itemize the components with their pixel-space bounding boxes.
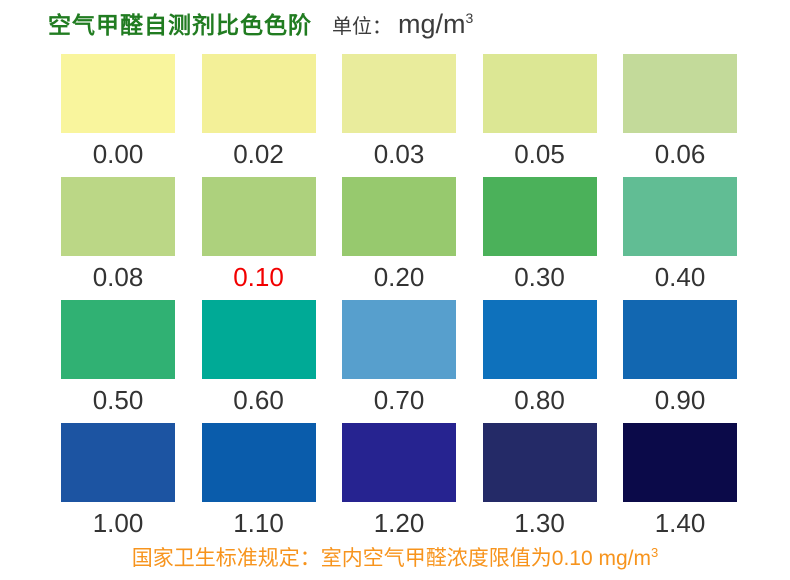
color-row-1: 0.00 0.02 0.03 0.05 0.06 (61, 54, 737, 177)
color-swatch (201, 300, 316, 379)
concentration-label: 0.50 (92, 385, 144, 415)
color-swatch (623, 423, 737, 502)
color-swatch (342, 54, 456, 133)
concentration-label: 0.05 (514, 139, 565, 169)
concentration-label: 0.00 (92, 139, 144, 169)
color-cell: 0.80 (482, 300, 597, 423)
concentration-label-limit: 0.10 (233, 262, 284, 292)
color-cell: 1.30 (482, 423, 597, 546)
color-swatch (201, 423, 316, 502)
color-swatch (201, 54, 316, 133)
unit-caption: 单位： (332, 16, 392, 38)
color-swatch (61, 54, 175, 133)
page-title: 空气甲醛自测剂比色色阶 (48, 12, 312, 38)
color-row-2: 0.08 0.10 0.20 0.30 0.40 (61, 177, 737, 300)
unit-value: mg/m3 (398, 9, 473, 40)
unit-exponent: 3 (465, 10, 474, 26)
color-cell: 0.70 (342, 300, 456, 423)
color-swatch (482, 423, 597, 502)
concentration-label: 1.10 (233, 508, 284, 538)
color-cell: 0.10 (201, 177, 316, 300)
color-swatch (482, 54, 597, 133)
concentration-label: 0.30 (514, 262, 565, 292)
concentration-label: 1.00 (92, 508, 144, 538)
color-cell: 0.08 (61, 177, 175, 300)
concentration-label: 0.03 (373, 139, 425, 169)
color-cell: 0.90 (623, 300, 737, 423)
color-row-3: 0.50 0.60 0.70 0.80 0.90 (61, 300, 737, 423)
color-cell: 0.00 (61, 54, 175, 177)
page-header: 空气甲醛自测剂比色色阶 单位： mg/m3 (48, 6, 473, 40)
color-row-4: 1.00 1.10 1.20 1.30 1.40 (61, 423, 737, 546)
concentration-label: 0.80 (514, 385, 565, 415)
national-standard-note: 国家卫生标准规定：室内空气甲醛浓度限值为0.10 mg/m3 (0, 542, 790, 572)
concentration-label: 0.02 (233, 139, 284, 169)
concentration-label: 1.30 (514, 508, 565, 538)
note-text: 国家卫生标准规定：室内空气甲醛浓度限值为0.10 mg/m (131, 547, 651, 570)
note-exponent: 3 (650, 545, 659, 560)
concentration-label: 0.70 (373, 385, 425, 415)
color-cell: 0.03 (342, 54, 456, 177)
color-cell: 0.50 (61, 300, 175, 423)
color-swatch (342, 423, 456, 502)
color-swatch (623, 300, 737, 379)
color-cell: 0.60 (201, 300, 316, 423)
color-cell: 0.30 (482, 177, 597, 300)
color-cell: 1.00 (61, 423, 175, 546)
color-cell: 0.20 (342, 177, 456, 300)
color-cell: 0.05 (482, 54, 597, 177)
unit-value-text: mg/m (398, 9, 466, 39)
concentration-label: 0.08 (92, 262, 144, 292)
concentration-label: 0.40 (654, 262, 706, 292)
color-cell: 1.10 (201, 423, 316, 546)
concentration-label: 0.60 (233, 385, 284, 415)
color-swatch (482, 300, 597, 379)
color-cell: 0.40 (623, 177, 737, 300)
color-cell: 0.02 (201, 54, 316, 177)
concentration-label: 1.40 (654, 508, 706, 538)
color-swatch (61, 300, 175, 379)
concentration-label: 0.20 (373, 262, 425, 292)
color-cell: 1.20 (342, 423, 456, 546)
color-swatch (342, 177, 456, 256)
color-cell: 1.40 (623, 423, 737, 546)
color-swatch (61, 423, 175, 502)
color-swatch (61, 177, 175, 256)
color-cell: 0.06 (623, 54, 737, 177)
concentration-label: 0.90 (654, 385, 706, 415)
color-grid: 0.00 0.02 0.03 0.05 0.06 0.08 (61, 54, 737, 546)
color-swatch (623, 54, 737, 133)
color-swatch (623, 177, 737, 256)
concentration-label: 0.06 (654, 139, 706, 169)
color-swatch (201, 177, 316, 256)
color-swatch (482, 177, 597, 256)
concentration-label: 1.20 (373, 508, 425, 538)
color-swatch (342, 300, 456, 379)
